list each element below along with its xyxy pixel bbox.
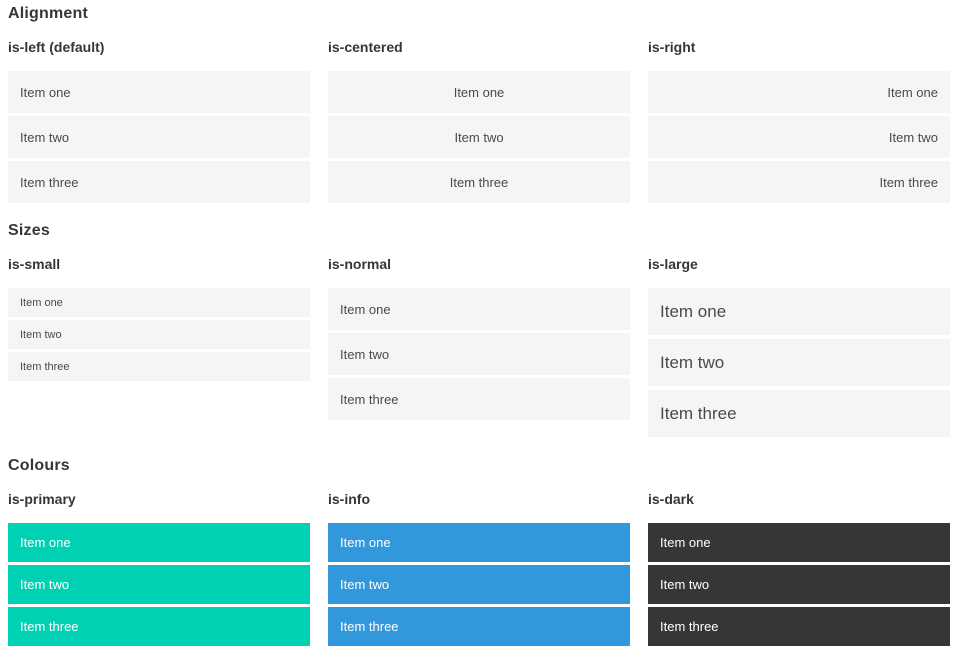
- list-center-aligned: Item one Item two Item three: [328, 71, 630, 203]
- list-dark: Item one Item two Item three: [648, 523, 950, 646]
- column-is-dark: is-dark Item one Item two Item three: [648, 491, 950, 649]
- list-item: Item one: [8, 523, 310, 562]
- list-left-aligned: Item one Item two Item three: [8, 71, 310, 203]
- section-title-alignment: Alignment: [8, 5, 89, 22]
- list-primary: Item one Item two Item three: [8, 523, 310, 646]
- list-item: Item two: [328, 565, 630, 604]
- list-item: Item one: [648, 71, 950, 113]
- list-item: Item three: [8, 352, 310, 381]
- list-item: Item two: [328, 333, 630, 375]
- list-item: Item two: [8, 116, 310, 158]
- column-is-right: is-right Item one Item two Item three: [648, 39, 950, 206]
- column-is-primary: is-primary Item one Item two Item three: [8, 491, 310, 649]
- column-label-is-dark: is-dark: [648, 491, 694, 507]
- list-item: Item three: [648, 607, 950, 646]
- section-alignment: Alignment is-left (default) Item one Ite…: [8, 5, 950, 206]
- list-item: Item two: [648, 565, 950, 604]
- list-item: Item one: [8, 71, 310, 113]
- column-label-is-left: is-left (default): [8, 39, 105, 55]
- list-item: Item one: [328, 71, 630, 113]
- column-label-is-centered: is-centered: [328, 39, 403, 55]
- list-item: Item three: [8, 607, 310, 646]
- sizes-grid: is-small Item one Item two Item three is…: [8, 256, 950, 441]
- alignment-grid: is-left (default) Item one Item two Item…: [8, 39, 950, 206]
- section-title-colours: Colours: [8, 457, 70, 474]
- column-is-left: is-left (default) Item one Item two Item…: [8, 39, 310, 206]
- list-normal: Item one Item two Item three: [328, 288, 630, 420]
- list-item: Item one: [328, 523, 630, 562]
- section-colours: Colours is-primary Item one Item two Ite…: [8, 457, 950, 649]
- column-label-is-normal: is-normal: [328, 256, 392, 272]
- column-label-is-small: is-small: [8, 256, 61, 272]
- list-item: Item three: [328, 607, 630, 646]
- list-item: Item three: [648, 161, 950, 203]
- list-item: Item three: [328, 161, 630, 203]
- list-item: Item three: [328, 378, 630, 420]
- list-item: Item two: [648, 116, 950, 158]
- column-is-centered: is-centered Item one Item two Item three: [328, 39, 630, 206]
- list-item: Item three: [648, 390, 950, 437]
- column-label-is-large: is-large: [648, 256, 698, 272]
- list-item: Item two: [328, 116, 630, 158]
- column-label-is-info: is-info: [328, 491, 370, 507]
- list-item: Item two: [8, 320, 310, 349]
- list-item: Item three: [8, 161, 310, 203]
- section-title-sizes: Sizes: [8, 222, 50, 239]
- column-is-info: is-info Item one Item two Item three: [328, 491, 630, 649]
- list-item: Item two: [648, 339, 950, 386]
- column-label-is-primary: is-primary: [8, 491, 76, 507]
- list-item: Item one: [8, 288, 310, 317]
- list-right-aligned: Item one Item two Item three: [648, 71, 950, 203]
- list-small: Item one Item two Item three: [8, 288, 310, 381]
- list-item: Item one: [328, 288, 630, 330]
- list-item: Item one: [648, 288, 950, 335]
- colours-grid: is-primary Item one Item two Item three …: [8, 491, 950, 649]
- list-large: Item one Item two Item three: [648, 288, 950, 437]
- list-info: Item one Item two Item three: [328, 523, 630, 646]
- section-sizes: Sizes is-small Item one Item two Item th…: [8, 222, 950, 441]
- list-item: Item one: [648, 523, 950, 562]
- column-label-is-right: is-right: [648, 39, 696, 55]
- list-item: Item two: [8, 565, 310, 604]
- column-is-normal: is-normal Item one Item two Item three: [328, 256, 630, 441]
- column-is-large: is-large Item one Item two Item three: [648, 256, 950, 441]
- column-is-small: is-small Item one Item two Item three: [8, 256, 310, 441]
